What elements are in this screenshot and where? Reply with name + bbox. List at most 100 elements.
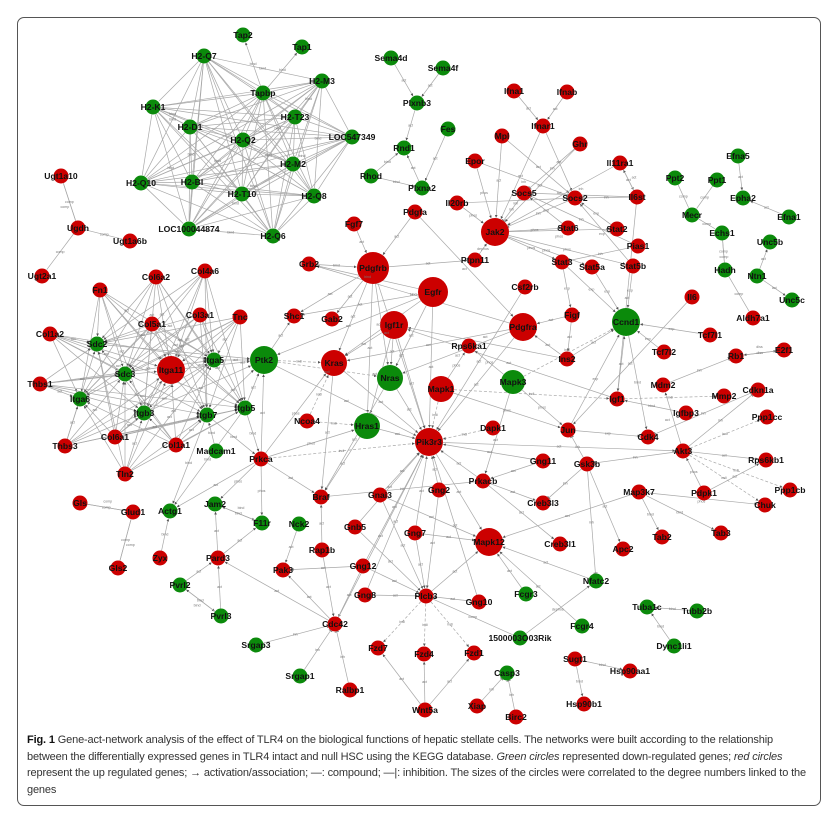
gene-node-H2-T23[interactable]: H2-T23 [281, 109, 310, 125]
gene-node-Cdkn1a[interactable]: Cdkn1a [742, 382, 774, 398]
gene-node-Il6[interactable]: Il6 [684, 289, 700, 305]
gene-node-Sema4d[interactable]: Sema4d [375, 50, 408, 66]
gene-node-Dync1li1[interactable]: Dync1li1 [656, 638, 692, 654]
gene-node-Hadh[interactable]: Hadh [714, 262, 736, 278]
gene-node-H2-Q7[interactable]: H2-Q7 [191, 48, 217, 64]
gene-node-Actg1[interactable]: Actg1 [158, 503, 182, 519]
gene-node-Jam2[interactable]: Jam2 [204, 496, 226, 512]
gene-node-Srgap1[interactable]: Srgap1 [285, 668, 315, 684]
gene-node-Pvrl3[interactable]: Pvrl3 [210, 608, 232, 624]
gene-node-Socs2[interactable]: Socs2 [562, 190, 588, 206]
gene-node-Gng2[interactable]: Gng2 [428, 482, 450, 498]
gene-node-Birc2[interactable]: Birc2 [505, 709, 527, 725]
gene-node-Rps6ka1[interactable]: Rps6ka1 [451, 338, 487, 354]
gene-node-Efna1[interactable]: Efna1 [777, 209, 801, 225]
gene-node-Rhod[interactable]: Rhod [360, 168, 382, 184]
gene-node-Ncoa4[interactable]: Ncoa4 [294, 413, 320, 429]
gene-node-Echs1[interactable]: Echs1 [709, 225, 735, 241]
gene-node-Ppp1cc[interactable]: Ppp1cc [752, 409, 783, 425]
gene-node-Tab3[interactable]: Tab3 [711, 525, 731, 541]
gene-node-Ppp1cb[interactable]: Ppp1cb [774, 482, 806, 498]
gene-node-Fcgr3[interactable]: Fcgr3 [514, 586, 538, 602]
gene-node-Sema4f[interactable]: Sema4f [428, 60, 459, 76]
gene-node-Col4a6[interactable]: Col4a6 [191, 263, 219, 279]
gene-node-Igf1[interactable]: Igf1 [609, 391, 625, 407]
gene-node-H2-Q8[interactable]: H2-Q8 [301, 188, 327, 204]
gene-node-Itgb5[interactable]: Itgb5 [235, 400, 256, 416]
gene-node-LOC100044874[interactable]: LOC100044874 [158, 221, 220, 237]
gene-node-Ins2[interactable]: Ins2 [558, 351, 576, 367]
gene-node-Col6a1[interactable]: Col6a1 [101, 429, 129, 445]
gene-node-Sugt1[interactable]: Sugt1 [563, 651, 587, 667]
gene-node-Gab2[interactable]: Gab2 [321, 311, 343, 327]
gene-node-Ppt1[interactable]: Ppt1 [708, 172, 727, 188]
gene-node-Itgb3[interactable]: Itgb3 [134, 405, 155, 421]
gene-node-Ntn1[interactable]: Ntn1 [747, 268, 767, 284]
gene-node-Pdgfa[interactable]: Pdgfa [403, 204, 427, 220]
gene-node-Wnt5a[interactable]: Wnt5a [412, 702, 438, 718]
gene-node-Il20rb[interactable]: Il20rb [446, 195, 469, 211]
gene-node-Ugdh[interactable]: Ugdh [67, 220, 89, 236]
gene-node-Shc1[interactable]: Shc1 [284, 308, 305, 324]
gene-node-Il6st[interactable]: Il6st [628, 189, 646, 205]
gene-node-Ppt2[interactable]: Ppt2 [666, 170, 685, 186]
gene-node-Dapk1[interactable]: Dapk1 [480, 420, 506, 436]
gene-node-Col1a2[interactable]: Col1a2 [36, 326, 64, 342]
gene-node-Pdgfrb[interactable]: Pdgfrb [357, 252, 389, 284]
gene-node-Mapk3[interactable]: Mapk3 [500, 370, 527, 394]
gene-node-Pdpk1[interactable]: Pdpk1 [691, 485, 717, 501]
gene-node-Mapk12[interactable]: Mapk12 [473, 528, 505, 556]
gene-node-Il11ra1[interactable]: Il11ra1 [607, 155, 634, 171]
gene-node-Tap1[interactable]: Tap1 [292, 39, 312, 55]
gene-node-Col5a1[interactable]: Col5a1 [138, 316, 166, 332]
gene-node-Chuk[interactable]: Chuk [754, 497, 776, 513]
gene-node-Gng11[interactable]: Gng11 [530, 453, 556, 469]
gene-node-Jak2[interactable]: Jak2 [481, 218, 509, 246]
gene-node-Rb1[interactable]: Rb1 [728, 348, 744, 364]
gene-node-Pard3[interactable]: Pard3 [206, 550, 230, 566]
gene-node-Mpl[interactable]: Mpl [494, 128, 510, 144]
gene-node-Prkca[interactable]: Prkca [249, 451, 273, 467]
gene-node-Xiap[interactable]: Xiap [468, 698, 486, 714]
gene-node-Gng8[interactable]: Gng8 [354, 587, 376, 603]
gene-node-H2-D1[interactable]: H2-D1 [178, 119, 203, 135]
gene-node-Pak3[interactable]: Pak3 [273, 562, 293, 578]
gene-node-Nras[interactable]: Nras [377, 365, 403, 391]
gene-node-Itgb7[interactable]: Itgb7 [197, 407, 218, 423]
gene-node-Thbs3[interactable]: Thbs3 [52, 438, 78, 454]
gene-node-Tuba1c[interactable]: Tuba1c [632, 599, 662, 615]
gene-node-Creb3l3[interactable]: Creb3l3 [527, 495, 559, 511]
gene-node-Fn1[interactable]: Fn1 [92, 282, 108, 298]
gene-node-Ccnd1[interactable]: Ccnd1 [612, 308, 640, 336]
gene-node-Fes[interactable]: Fes [440, 121, 456, 137]
gene-node-H2-T10[interactable]: H2-T10 [228, 186, 257, 202]
gene-node-H2-Q2[interactable]: H2-Q2 [230, 132, 256, 148]
gene-node-Tab2[interactable]: Tab2 [652, 529, 672, 545]
gene-node-Unc5b[interactable]: Unc5b [757, 234, 783, 250]
gene-node-Pdgfra[interactable]: Pdgfra [509, 313, 537, 341]
gene-node-Jun[interactable]: Jun [560, 422, 576, 438]
gene-node-Fgf7[interactable]: Fgf7 [345, 216, 363, 232]
gene-node-Tcf7l2[interactable]: Tcf7l2 [652, 344, 676, 360]
gene-node-H2-Q6[interactable]: H2-Q6 [260, 228, 286, 244]
gene-node-Rps6kb1[interactable]: Rps6kb1 [748, 452, 784, 468]
gene-node-Fzd1[interactable]: Fzd1 [464, 645, 484, 661]
gene-node-Stat5a[interactable]: Stat5a [579, 259, 605, 275]
gene-node-Srgap3[interactable]: Srgap3 [241, 637, 271, 653]
gene-node-Zyx[interactable]: Zyx [152, 550, 168, 566]
gene-node-Epha2[interactable]: Epha2 [730, 190, 756, 206]
gene-node-Tapbp[interactable]: Tapbp [250, 85, 276, 101]
gene-node-Gsk3b[interactable]: Gsk3b [574, 456, 600, 472]
gene-node-H2-Q10[interactable]: H2-Q10 [126, 175, 156, 191]
gene-node-Gng12[interactable]: Gng12 [350, 558, 377, 574]
gene-node-Stat5b[interactable]: Stat5b [620, 258, 646, 274]
gene-node-Itga11[interactable]: Itga11 [157, 356, 185, 384]
gene-node-Egfr[interactable]: Egfr [418, 277, 448, 307]
gene-node-Efna5[interactable]: Efna5 [726, 148, 750, 164]
gene-node-Thbs1[interactable]: Thbs1 [27, 376, 53, 392]
gene-node-Tnc[interactable]: Tnc [232, 309, 248, 325]
gene-node-Cdc42[interactable]: Cdc42 [322, 616, 348, 632]
gene-node-1500003O03Rik[interactable]: 1500003O03Rik [488, 630, 552, 646]
gene-node-Ugt2a1[interactable]: Ugt2a1 [28, 268, 57, 284]
gene-node-Gng7[interactable]: Gng7 [404, 525, 426, 541]
